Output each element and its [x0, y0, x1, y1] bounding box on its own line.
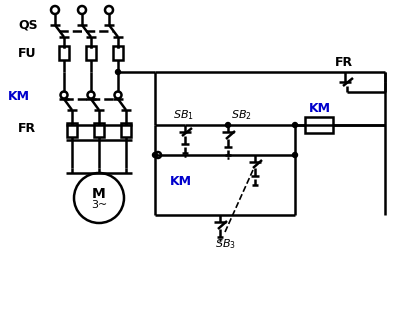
Circle shape: [116, 69, 120, 74]
Circle shape: [226, 122, 230, 127]
Text: QS: QS: [18, 19, 38, 32]
Text: KM: KM: [8, 90, 30, 103]
Text: FU: FU: [18, 47, 36, 60]
Text: FR: FR: [18, 122, 36, 135]
Bar: [59, 46, 69, 60]
Text: M: M: [92, 187, 106, 201]
Circle shape: [152, 153, 158, 157]
Bar: [121, 123, 131, 137]
Bar: [113, 46, 123, 60]
Bar: [86, 46, 96, 60]
Text: $SB_2$: $SB_2$: [231, 108, 252, 122]
Text: KM: KM: [309, 102, 331, 115]
Bar: [305, 117, 333, 133]
Bar: [94, 123, 104, 137]
Text: $SB_1$: $SB_1$: [173, 108, 194, 122]
Circle shape: [292, 153, 298, 157]
Text: $SB_3$: $SB_3$: [215, 237, 236, 251]
Text: 3~: 3~: [91, 200, 107, 210]
Circle shape: [292, 122, 298, 127]
Text: KM: KM: [170, 175, 192, 188]
Text: FR: FR: [335, 56, 353, 69]
Bar: [67, 123, 77, 137]
